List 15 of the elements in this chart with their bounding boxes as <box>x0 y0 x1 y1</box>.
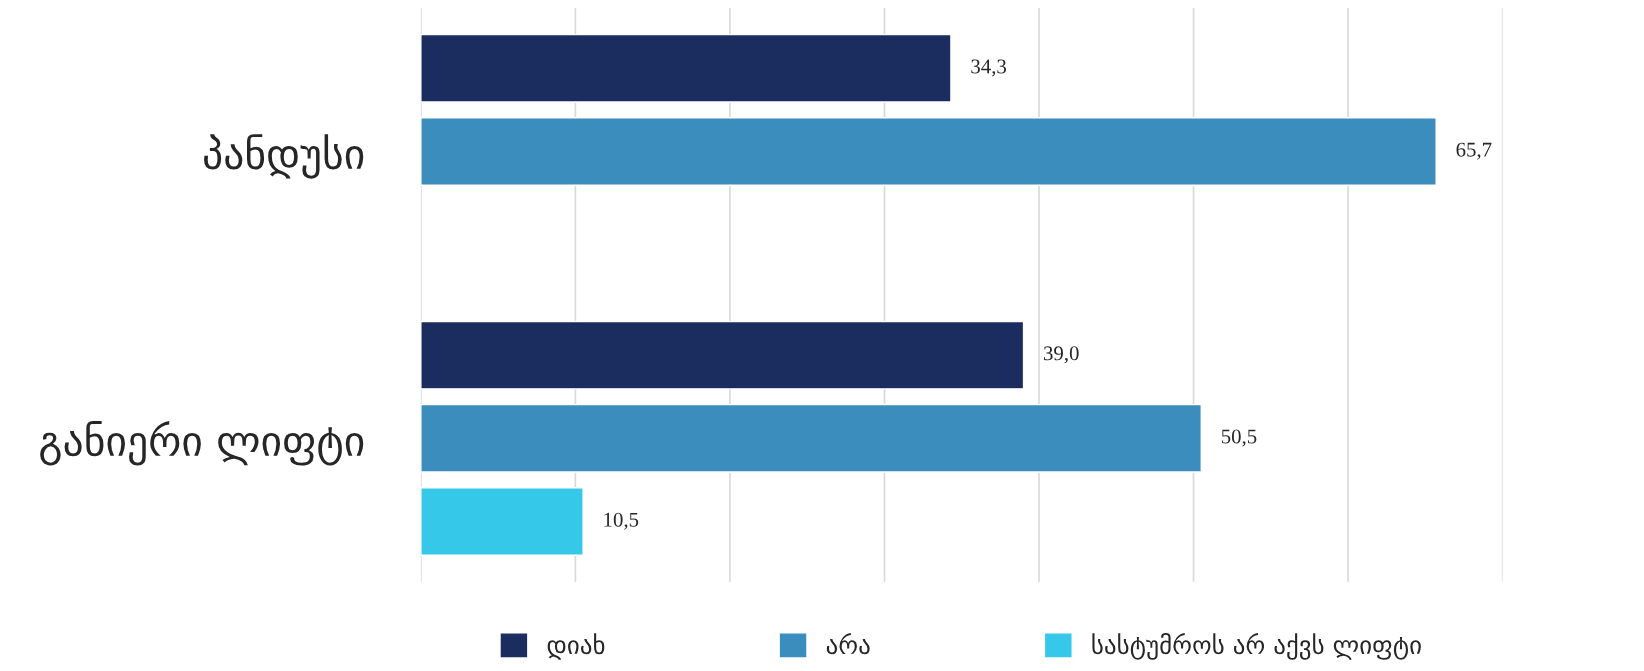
bar <box>420 33 952 103</box>
data-label: 65,7 <box>1456 142 1492 160</box>
bar <box>420 320 1025 390</box>
legend-label: დიახ <box>547 633 605 660</box>
legend-label: არა <box>826 633 870 655</box>
y-tick-label: პანდუსი <box>204 134 364 179</box>
data-label: 10,5 <box>604 512 639 530</box>
data-label: 34,3 <box>971 59 1007 77</box>
data-label: 39,0 <box>1043 346 1079 364</box>
data-label: 50,5 <box>1221 429 1257 447</box>
y-tick-label: განიერი ლიფტი <box>40 420 364 466</box>
bar <box>420 487 584 556</box>
bar <box>420 403 1202 473</box>
legend-label: სასტუმროს არ აქვს ლიფტი <box>1092 632 1421 660</box>
bar <box>420 117 1437 186</box>
